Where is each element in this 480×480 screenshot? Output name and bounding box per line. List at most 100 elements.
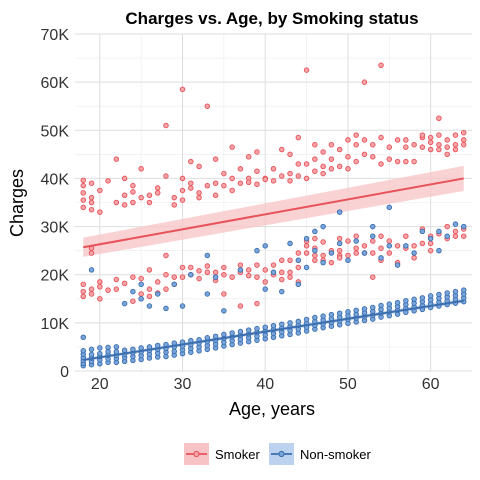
- data-point-smoker: [188, 185, 194, 191]
- data-point-smoker: [411, 141, 417, 148]
- data-point-smoker: [295, 173, 302, 179]
- data-point-non-smoker: [279, 321, 285, 328]
- data-point-smoker: [312, 252, 318, 259]
- data-point-smoker: [130, 189, 136, 195]
- data-point-smoker: [403, 233, 409, 239]
- data-point-non-smoker: [154, 291, 161, 297]
- data-point-smoker: [411, 243, 417, 249]
- data-point-smoker: [105, 287, 111, 293]
- data-point-smoker: [345, 137, 351, 143]
- data-point-smoker: [419, 240, 426, 247]
- data-point-smoker: [444, 223, 450, 230]
- data-point-smoker: [80, 177, 87, 184]
- data-point-non-smoker: [262, 324, 268, 330]
- data-point-non-smoker: [436, 228, 442, 235]
- data-point-smoker: [88, 250, 95, 256]
- data-point-smoker: [229, 187, 235, 194]
- x-tick-label: 30: [174, 376, 192, 393]
- data-point-smoker: [386, 250, 393, 256]
- data-point-smoker: [212, 156, 219, 162]
- data-point-smoker: [88, 194, 95, 201]
- data-point-smoker: [386, 156, 393, 162]
- data-point-smoker: [179, 187, 186, 194]
- data-point-non-smoker: [386, 243, 393, 249]
- data-point-non-smoker: [386, 204, 393, 211]
- data-point-smoker: [221, 291, 227, 297]
- data-point-smoker: [97, 296, 103, 302]
- data-point-non-smoker: [88, 346, 95, 353]
- data-point-smoker: [88, 286, 95, 292]
- data-point-smoker: [254, 181, 260, 187]
- data-point-smoker: [113, 276, 120, 283]
- data-point-smoker: [196, 275, 202, 282]
- data-point-non-smoker: [452, 288, 459, 295]
- data-point-smoker: [171, 194, 177, 201]
- data-point-smoker: [163, 286, 169, 292]
- data-point-smoker: [312, 156, 318, 162]
- data-point-smoker: [179, 264, 186, 271]
- data-point-smoker: [452, 233, 459, 239]
- data-point-non-smoker: [444, 233, 450, 239]
- data-point-non-smoker: [295, 257, 302, 264]
- data-point-smoker: [295, 250, 302, 256]
- data-point-non-smoker: [146, 303, 153, 309]
- data-point-smoker: [138, 194, 144, 201]
- data-point-smoker: [361, 79, 368, 85]
- data-point-smoker: [179, 86, 186, 93]
- data-point-smoker: [254, 274, 260, 280]
- data-point-smoker: [403, 158, 409, 165]
- data-point-non-smoker: [452, 221, 459, 227]
- data-point-non-smoker: [361, 250, 368, 256]
- data-point-smoker: [353, 158, 359, 165]
- data-point-non-smoker: [403, 243, 409, 249]
- data-point-smoker: [188, 180, 194, 186]
- data-point-non-smoker: [394, 262, 401, 268]
- data-point-non-smoker: [204, 252, 211, 259]
- data-point-non-smoker: [254, 247, 260, 254]
- data-point-smoker: [204, 182, 211, 189]
- data-point-smoker: [163, 122, 169, 129]
- data-point-non-smoker: [353, 238, 359, 244]
- data-point-smoker: [138, 275, 144, 282]
- data-point-non-smoker: [328, 250, 335, 256]
- data-point-smoker: [237, 303, 244, 309]
- data-point-smoker: [245, 267, 252, 273]
- data-point-smoker: [328, 141, 335, 148]
- data-point-non-smoker: [113, 348, 120, 355]
- y-tick-label: 20K: [41, 268, 70, 285]
- data-point-non-smoker: [403, 297, 409, 304]
- data-point-smoker: [80, 182, 87, 189]
- data-point-smoker: [336, 146, 343, 153]
- data-point-smoker: [336, 163, 343, 170]
- data-point-smoker: [460, 137, 467, 143]
- data-point-smoker: [287, 178, 293, 184]
- data-point-non-smoker: [312, 228, 318, 235]
- data-point-non-smoker: [279, 288, 285, 295]
- data-point-non-smoker: [97, 350, 103, 357]
- data-point-non-smoker: [411, 296, 417, 303]
- chart-title: Charges vs. Age, by Smoking status: [125, 9, 418, 28]
- data-point-smoker: [295, 134, 302, 141]
- data-point-non-smoker: [370, 223, 376, 230]
- data-point-smoker: [254, 262, 260, 268]
- data-point-smoker: [452, 132, 459, 138]
- data-point-smoker: [444, 144, 450, 150]
- data-point-smoker: [130, 274, 136, 280]
- data-point-smoker: [427, 134, 434, 141]
- data-point-smoker: [229, 144, 235, 150]
- data-point-smoker: [121, 192, 128, 199]
- data-point-smoker: [345, 252, 351, 259]
- data-point-non-smoker: [113, 344, 120, 350]
- y-tick-label: 0: [60, 364, 69, 381]
- data-point-smoker: [130, 182, 136, 189]
- data-point-non-smoker: [436, 291, 442, 298]
- data-point-smoker: [460, 233, 467, 239]
- data-point-smoker: [287, 269, 293, 276]
- data-point-smoker: [345, 166, 351, 172]
- data-point-smoker: [452, 228, 459, 235]
- data-point-smoker: [279, 276, 285, 283]
- data-point-non-smoker: [179, 303, 186, 309]
- data-point-smoker: [188, 264, 194, 271]
- data-point-smoker: [328, 259, 335, 266]
- data-point-smoker: [411, 255, 417, 261]
